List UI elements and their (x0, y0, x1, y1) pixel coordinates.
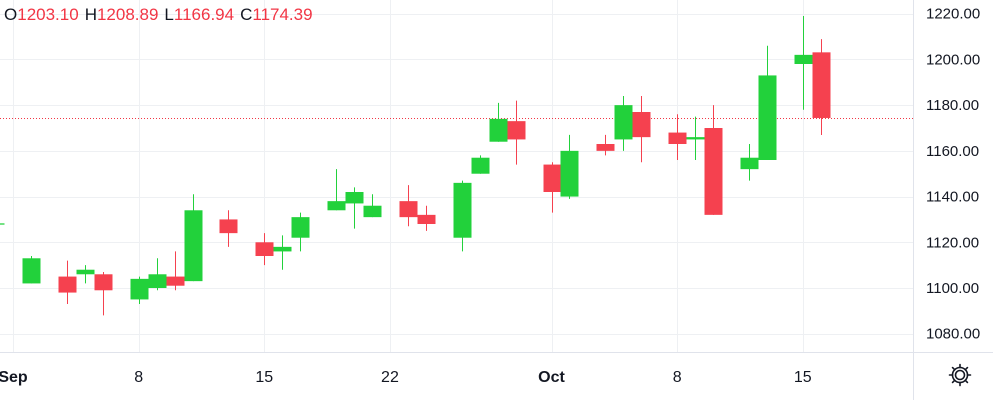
candle-down (219, 210, 238, 247)
candle-body (758, 75, 777, 160)
candle-body (489, 118, 508, 142)
candle-up (453, 180, 472, 252)
candle-body (399, 201, 418, 218)
candle-body (130, 278, 149, 300)
time-tick-label: 15 (794, 369, 812, 386)
open-label: O (4, 5, 18, 24)
candle-body (543, 164, 562, 192)
price-tick-label: 1100.00 (926, 280, 979, 297)
price-tick-label: 1140.00 (926, 189, 979, 206)
candle-down (668, 114, 687, 160)
candle-down (704, 105, 723, 215)
candle-up (614, 96, 633, 151)
candle-body (417, 214, 436, 224)
ohlc-legend: O 1203.10 H 1208.89 L 1166.94 C 1174.39 (4, 2, 313, 28)
candle-body (291, 217, 310, 238)
candle-up (489, 102, 508, 142)
time-tick-label: 8 (673, 369, 682, 386)
candle-body (471, 157, 490, 174)
price-axis[interactable]: 1080.00 1100.00 1120.00 1140.00 1160.00 1180.… (926, 6, 980, 343)
candle-body (219, 219, 238, 234)
candle-body (794, 54, 813, 64)
candle-up (740, 144, 759, 181)
candle-down (543, 162, 562, 213)
candle-down (596, 134, 615, 156)
candle-up (560, 134, 579, 199)
candle-down (166, 251, 185, 291)
price-tick-label: 1200.00 (926, 51, 980, 68)
candle-body (273, 246, 292, 252)
candle-body (453, 182, 472, 238)
price-tick-label: 1160.00 (926, 143, 979, 160)
candle-up (76, 265, 95, 284)
price-tick-label: 1080.00 (926, 326, 980, 343)
time-tick-label: 22 (381, 369, 399, 386)
close-value: 1174.39 (252, 5, 313, 24)
gear-ring (951, 366, 969, 384)
candle-body (327, 201, 346, 211)
candles (0, 16, 831, 316)
time-axis[interactable]: Sep 8 15 22 Oct 8 15 (0, 369, 812, 386)
candle-body (632, 112, 651, 138)
candle-body (94, 274, 113, 291)
candle-down (812, 39, 831, 135)
candle-up (345, 187, 364, 229)
candle-up (686, 116, 705, 160)
candle-up (273, 235, 292, 270)
candle-down (632, 96, 651, 163)
candle-up (130, 276, 149, 304)
open-value: 1203.10 (17, 5, 79, 24)
candle-body (76, 269, 95, 275)
candle-up (758, 45, 777, 160)
candle-down (417, 205, 436, 231)
candle-body (704, 128, 723, 215)
candle-body (596, 144, 615, 151)
price-tick-label: 1180.00 (926, 97, 979, 114)
candle-body (507, 121, 526, 140)
candle-body (812, 52, 831, 118)
candle-up (184, 194, 203, 282)
candle-body (184, 210, 203, 282)
candle-up (22, 256, 41, 284)
candle-body (560, 150, 579, 197)
candle-down (255, 233, 274, 266)
candle-up (471, 155, 490, 174)
settings-button[interactable] (945, 360, 975, 390)
price-tick-label: 1220.00 (926, 6, 980, 23)
price-tick-label: 1120.00 (926, 234, 979, 251)
low-label: L (164, 5, 174, 24)
candle-down (94, 272, 113, 316)
candle-body (614, 105, 633, 140)
candle-down (58, 260, 77, 304)
candle-body (668, 132, 687, 144)
candle-body (22, 258, 41, 284)
candle-up (291, 212, 310, 252)
time-tick-label: 8 (134, 369, 143, 386)
time-tick-label: Sep (0, 369, 28, 386)
candle-body (58, 276, 77, 293)
gear-icon (948, 363, 972, 387)
candle-up (794, 16, 813, 110)
candle-body (148, 274, 167, 288)
high-label: H (84, 5, 97, 24)
time-tick-label: 15 (255, 369, 273, 386)
candle-body (345, 192, 364, 204)
candle-body (686, 137, 705, 140)
close-label: C (240, 5, 253, 24)
low-value: 1166.94 (173, 5, 235, 24)
high-value: 1208.89 (96, 5, 159, 24)
time-tick-label: Oct (538, 369, 565, 386)
candle-down (399, 185, 418, 227)
candle-body (740, 157, 759, 170)
candle-down (507, 100, 526, 165)
candle-up (363, 194, 382, 218)
candle-body (363, 205, 382, 218)
candle-up (327, 169, 346, 211)
candle-body (255, 242, 274, 256)
candle-body (166, 276, 185, 286)
candle-up (148, 258, 167, 291)
